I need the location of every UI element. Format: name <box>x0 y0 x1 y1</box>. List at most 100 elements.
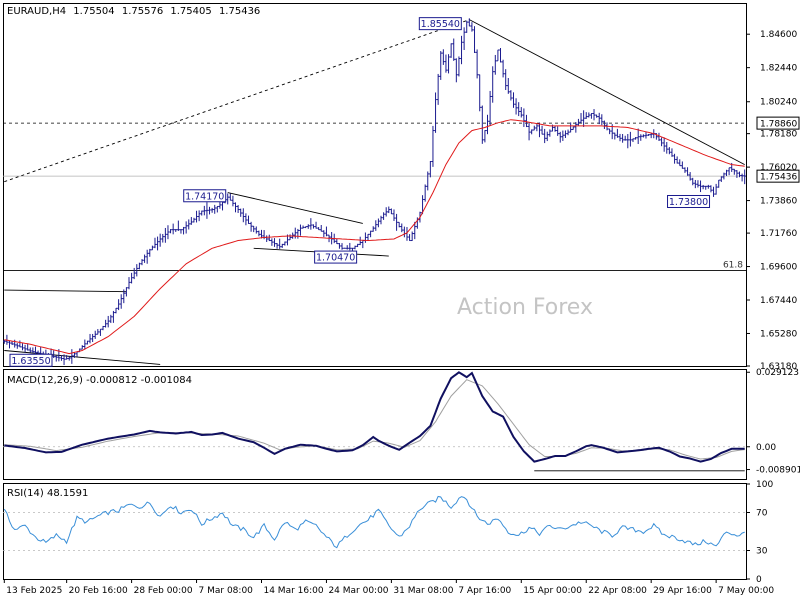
ohlc-bar <box>182 226 185 235</box>
ohlc-bar <box>429 161 432 178</box>
ohlc-bar <box>2 339 6 344</box>
ohlc-bar <box>101 325 105 331</box>
ohlc-bar <box>504 69 507 91</box>
ohlc-bar <box>509 90 513 101</box>
price-annotation: 1.73800 <box>667 194 711 208</box>
ohlc-bar <box>483 130 487 143</box>
ohlc-bar <box>543 128 546 144</box>
ohlc-bar <box>473 26 476 53</box>
time-axis-label: 13 Feb 2025 <box>6 586 62 596</box>
ohlc-bar <box>257 230 261 237</box>
ohlc-bar <box>317 227 320 231</box>
price-annotation-label: 1.74170 <box>185 191 224 202</box>
ohlc-bar <box>525 114 528 128</box>
price-axis-label: 1.80240 <box>760 98 797 108</box>
time-axis-label: 29 Apr 16:00 <box>653 586 712 596</box>
ohlc-bar <box>117 299 120 311</box>
price-annotation: 1.85540 <box>418 17 462 31</box>
macd-axis-label: 0.00 <box>756 443 776 453</box>
ohlc-bar <box>390 208 393 215</box>
header-close: 1.75436 <box>219 6 260 17</box>
macd-signal-line <box>4 379 745 460</box>
price-annotation-box <box>183 189 227 203</box>
header-low: 1.75405 <box>170 6 211 17</box>
ohlc-bar <box>600 114 604 126</box>
price-axis-label: 1.82440 <box>760 64 797 74</box>
ohlc-bar <box>717 179 721 188</box>
ohlc-bar <box>184 221 188 234</box>
ohlc-bar <box>532 125 536 131</box>
ohlc-bar <box>579 113 583 123</box>
header-symbol: EURAUD,H4 <box>7 6 66 17</box>
ohlc-bar <box>15 343 19 349</box>
hline-price-tag-box <box>756 116 800 130</box>
ohlc-bar <box>382 212 385 220</box>
ohlc-bar <box>195 210 198 223</box>
ohlc-bar <box>343 247 346 249</box>
ohlc-bar <box>501 59 505 78</box>
macd-plot <box>3 371 746 472</box>
ohlc-bar <box>475 49 479 79</box>
price-axis-label: 1.73860 <box>760 197 797 207</box>
ohlc-bar <box>727 167 731 176</box>
hline-price-tag: 1.78860 <box>756 116 800 130</box>
ohlc-bar <box>442 49 445 65</box>
ohlc-bar <box>322 230 326 238</box>
ohlc-bar <box>132 267 136 280</box>
ohlc-bar <box>553 125 557 132</box>
ohlc-bar <box>60 355 63 361</box>
ohlc-bar <box>481 105 484 144</box>
time-axis-label: 28 Feb 00:00 <box>134 586 193 596</box>
ohlc-bar <box>535 124 539 132</box>
ohlc-bar <box>681 161 684 169</box>
header-open: 1.75504 <box>73 6 114 17</box>
ohlc-bar <box>192 217 196 223</box>
ohlc-bar <box>179 229 183 234</box>
ohlc-bar <box>569 122 572 133</box>
rsi-plot <box>3 495 746 551</box>
ohlc-bar <box>267 234 271 242</box>
ohlc-bar <box>130 272 133 284</box>
ohlc-bar <box>735 170 739 178</box>
ohlc-bar <box>91 333 94 342</box>
ohlc-bar <box>312 224 315 229</box>
rsi-axis-label: 70 <box>756 509 768 519</box>
ohlc-bar <box>335 238 339 245</box>
price-annotation: 1.63550 <box>9 353 53 367</box>
ohlc-bar <box>239 208 243 217</box>
ohlc-bar <box>80 345 84 350</box>
fib-618-label: 61.8 <box>723 260 743 270</box>
ohlc-bar <box>647 134 650 136</box>
trendline-0 <box>4 19 470 183</box>
time-axis: 13 Feb 2025 20 Feb 16:00 28 Feb 00:00 7 Mar… <box>3 579 774 596</box>
ohlc-bar <box>608 128 611 135</box>
macd-title: MACD(12,26,9) -0.000812 -0.001084 <box>7 375 192 386</box>
ohlc-bar <box>65 355 68 360</box>
ohlc-bar <box>275 243 279 249</box>
ohlc-bar <box>371 226 375 232</box>
ohlc-bar <box>366 233 370 241</box>
ohlc-bar <box>338 242 341 249</box>
ohlc-bar <box>356 243 359 248</box>
ohlc-bar <box>397 221 401 228</box>
ohlc-bar <box>701 184 705 190</box>
ohlc-bar <box>444 54 448 73</box>
ohlc-bar <box>96 329 100 335</box>
current-price-tag: 1.75436 <box>756 169 800 183</box>
ohlc-bar <box>639 134 643 141</box>
ohlc-bar <box>174 229 178 232</box>
price-annotation: 1.70470 <box>314 250 358 264</box>
macd-pane-frame <box>3 369 747 480</box>
price-annotation-box <box>418 17 462 31</box>
ohlc-bar <box>665 142 669 154</box>
ohlc-bar <box>449 43 453 58</box>
ohlc-bar <box>574 122 578 133</box>
ohlc-bar <box>148 248 152 257</box>
ohlc-bar <box>506 78 510 94</box>
ohlc-bar <box>205 202 209 219</box>
ohlc-bar <box>629 131 632 147</box>
ohlc-bar <box>379 215 383 225</box>
ohlc-bar <box>488 90 492 126</box>
ohlc-bar <box>299 224 302 236</box>
